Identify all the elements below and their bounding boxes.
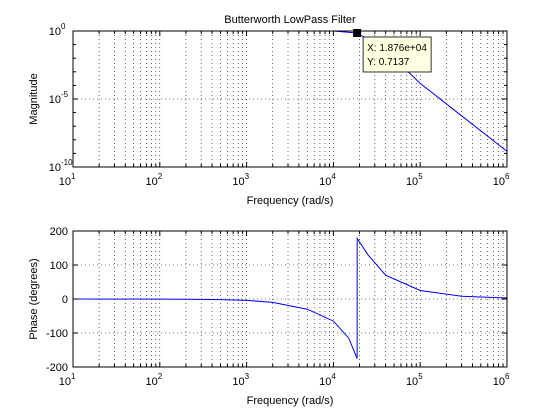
- x-tick-label-exponent: 5: [418, 172, 423, 181]
- x-tick-label: 10: [406, 376, 418, 388]
- magnitude-ticks: 10 1 10 2 10 3 10 4 10 5 10 610 010 -510 -10: [49, 22, 510, 188]
- x-tick-label: 10: [232, 176, 244, 188]
- phase-y-axis-label: Phase (degrees): [28, 258, 40, 339]
- x-tick-label: 10: [493, 376, 505, 388]
- y-tick-label-exponent: -5: [61, 90, 69, 99]
- y-tick-label-exponent: -10: [61, 158, 73, 167]
- y-tick-label: 10: [49, 26, 61, 38]
- chart-title: Butterworth LowPass Filter: [224, 14, 356, 26]
- x-tick-label: 10: [146, 376, 158, 388]
- x-tick-label-exponent: 4: [331, 172, 336, 181]
- y-tick-label: -100: [46, 328, 68, 340]
- y-tick-label-exponent: 0: [61, 22, 66, 31]
- y-tick-label: 10: [49, 162, 61, 174]
- x-tick-label: 10: [232, 376, 244, 388]
- magnitude-x-axis-label: Frequency (rad/s): [247, 195, 334, 207]
- datatip-box[interactable]: [362, 36, 432, 73]
- x-tick-label-exponent: 2: [158, 172, 163, 181]
- datatip-marker[interactable]: [353, 28, 362, 37]
- magnitude-axes[interactable]: 10 1 10 2 10 3 10 4 10 5 10 610 010 -510 -10 Butterwor…: [28, 14, 510, 207]
- x-tick-label-exponent: 5: [418, 372, 423, 381]
- x-tick-label: 10: [59, 176, 71, 188]
- x-tick-label: 10: [319, 376, 331, 388]
- x-tick-label-exponent: 6: [505, 372, 510, 381]
- datatip[interactable]: X: 1.876e+04 Y: 0.7137: [353, 28, 432, 73]
- magnitude-y-axis-label: Magnitude: [28, 73, 40, 124]
- x-tick-label-exponent: 3: [245, 172, 250, 181]
- y-tick-label: 200: [50, 226, 68, 238]
- y-tick-label: -200: [46, 362, 68, 374]
- x-tick-label-exponent: 2: [158, 372, 163, 381]
- phase-series: [72, 236, 508, 359]
- y-tick-label: 10: [49, 94, 61, 106]
- datatip-y-text: Y: 0.7137: [367, 57, 410, 68]
- y-tick-label: 0: [62, 294, 68, 306]
- x-tick-label: 10: [59, 376, 71, 388]
- series-line: [72, 236, 508, 359]
- x-tick-label: 10: [319, 176, 331, 188]
- phase-x-axis-label: Frequency (rad/s): [247, 395, 334, 407]
- x-tick-label-exponent: 1: [71, 172, 76, 181]
- y-tick-label: 100: [50, 260, 68, 272]
- x-tick-label-exponent: 1: [71, 372, 76, 381]
- x-tick-label-exponent: 6: [505, 172, 510, 181]
- datatip-x-text: X: 1.876e+04: [367, 43, 427, 54]
- x-tick-label-exponent: 4: [331, 372, 336, 381]
- x-tick-label-exponent: 3: [245, 372, 250, 381]
- x-tick-label: 10: [146, 176, 158, 188]
- x-tick-label: 10: [406, 176, 418, 188]
- x-tick-label: 10: [493, 176, 505, 188]
